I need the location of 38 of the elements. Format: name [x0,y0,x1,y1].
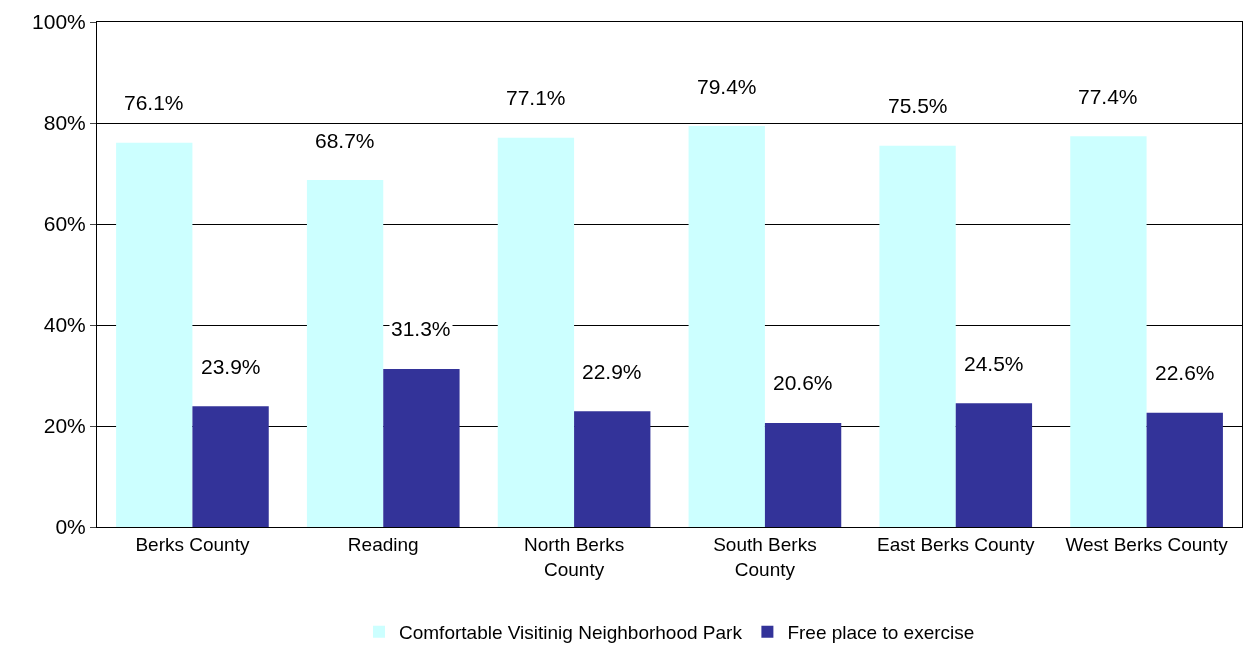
data-label: 31.3% [391,317,451,340]
y-tick-label: 60% [43,212,86,236]
x-tick-label: East Berks County [877,533,1035,555]
bar [192,406,269,527]
data-label: 23.9% [201,355,261,378]
x-tick-label: West Berks County [1065,533,1229,555]
bar [497,137,575,527]
y-tick-label: 40% [43,313,86,337]
x-tick-label: Berks County [135,533,250,555]
bar [879,145,956,527]
data-label: 24.5% [964,352,1024,375]
data-label: 77.4% [1078,85,1138,108]
x-tick-label: North Berks County [523,533,625,580]
y-tick-label: 100% [32,10,86,34]
bar [1146,412,1223,527]
bar [306,180,384,527]
y-tick-label: 0% [55,515,86,539]
y-tick-label: 80% [43,111,86,135]
bar [764,422,842,527]
data-label: 22.6% [1155,361,1215,384]
data-label: 75.5% [888,94,948,117]
legend-label: Comfortable Visitinig Neighborhood Park [399,622,743,644]
x-tick-label: Reading [347,533,419,555]
y-tick-label: 20% [43,414,86,438]
data-label: 79.4% [697,75,757,98]
legend-label: Free place to exercise [787,622,975,644]
data-label: 68.7% [315,129,375,152]
x-tick-label: South Berks County [713,533,817,580]
bar [383,368,460,527]
bar [955,403,1033,527]
bar [1070,136,1147,527]
bar [574,411,651,527]
data-label: 20.6% [773,371,833,394]
bar [688,126,765,527]
bar [116,142,193,527]
data-label: 76.1% [124,91,184,114]
data-label: 22.9% [582,360,642,383]
data-label: 77.1% [506,86,566,109]
